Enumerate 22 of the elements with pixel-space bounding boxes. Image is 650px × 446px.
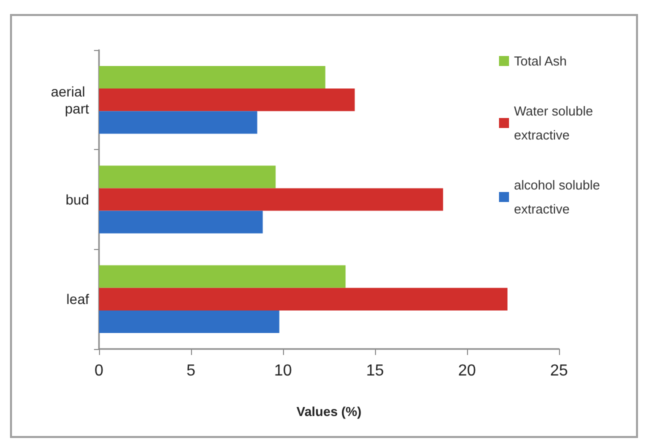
- x-tick-label: 20: [458, 362, 476, 380]
- bar: [99, 66, 326, 89]
- x-tick-label: 25: [550, 362, 568, 380]
- bar: [99, 265, 346, 288]
- y-tick-label: bud: [66, 192, 89, 208]
- bar: [99, 310, 280, 334]
- y-tick-label: leaf: [66, 291, 90, 308]
- bar: [99, 210, 263, 234]
- bar: [99, 288, 508, 310]
- x-tick-label: 15: [366, 362, 384, 380]
- bar: [99, 188, 444, 211]
- x-tick-label: 5: [186, 362, 196, 380]
- x-axis-title: Values (%): [296, 404, 362, 419]
- legend-label: Total Ash: [514, 54, 567, 68]
- legend-label: Water soluble extractive: [514, 104, 597, 142]
- x-tick-label: 0: [94, 362, 104, 380]
- bar: [99, 88, 355, 112]
- bar: [99, 166, 276, 188]
- x-tick-label: 10: [274, 362, 292, 380]
- legend-label: alcohol soluble extractive: [514, 178, 604, 216]
- y-tick-label: aerial part: [50, 83, 90, 116]
- bar: [99, 111, 258, 134]
